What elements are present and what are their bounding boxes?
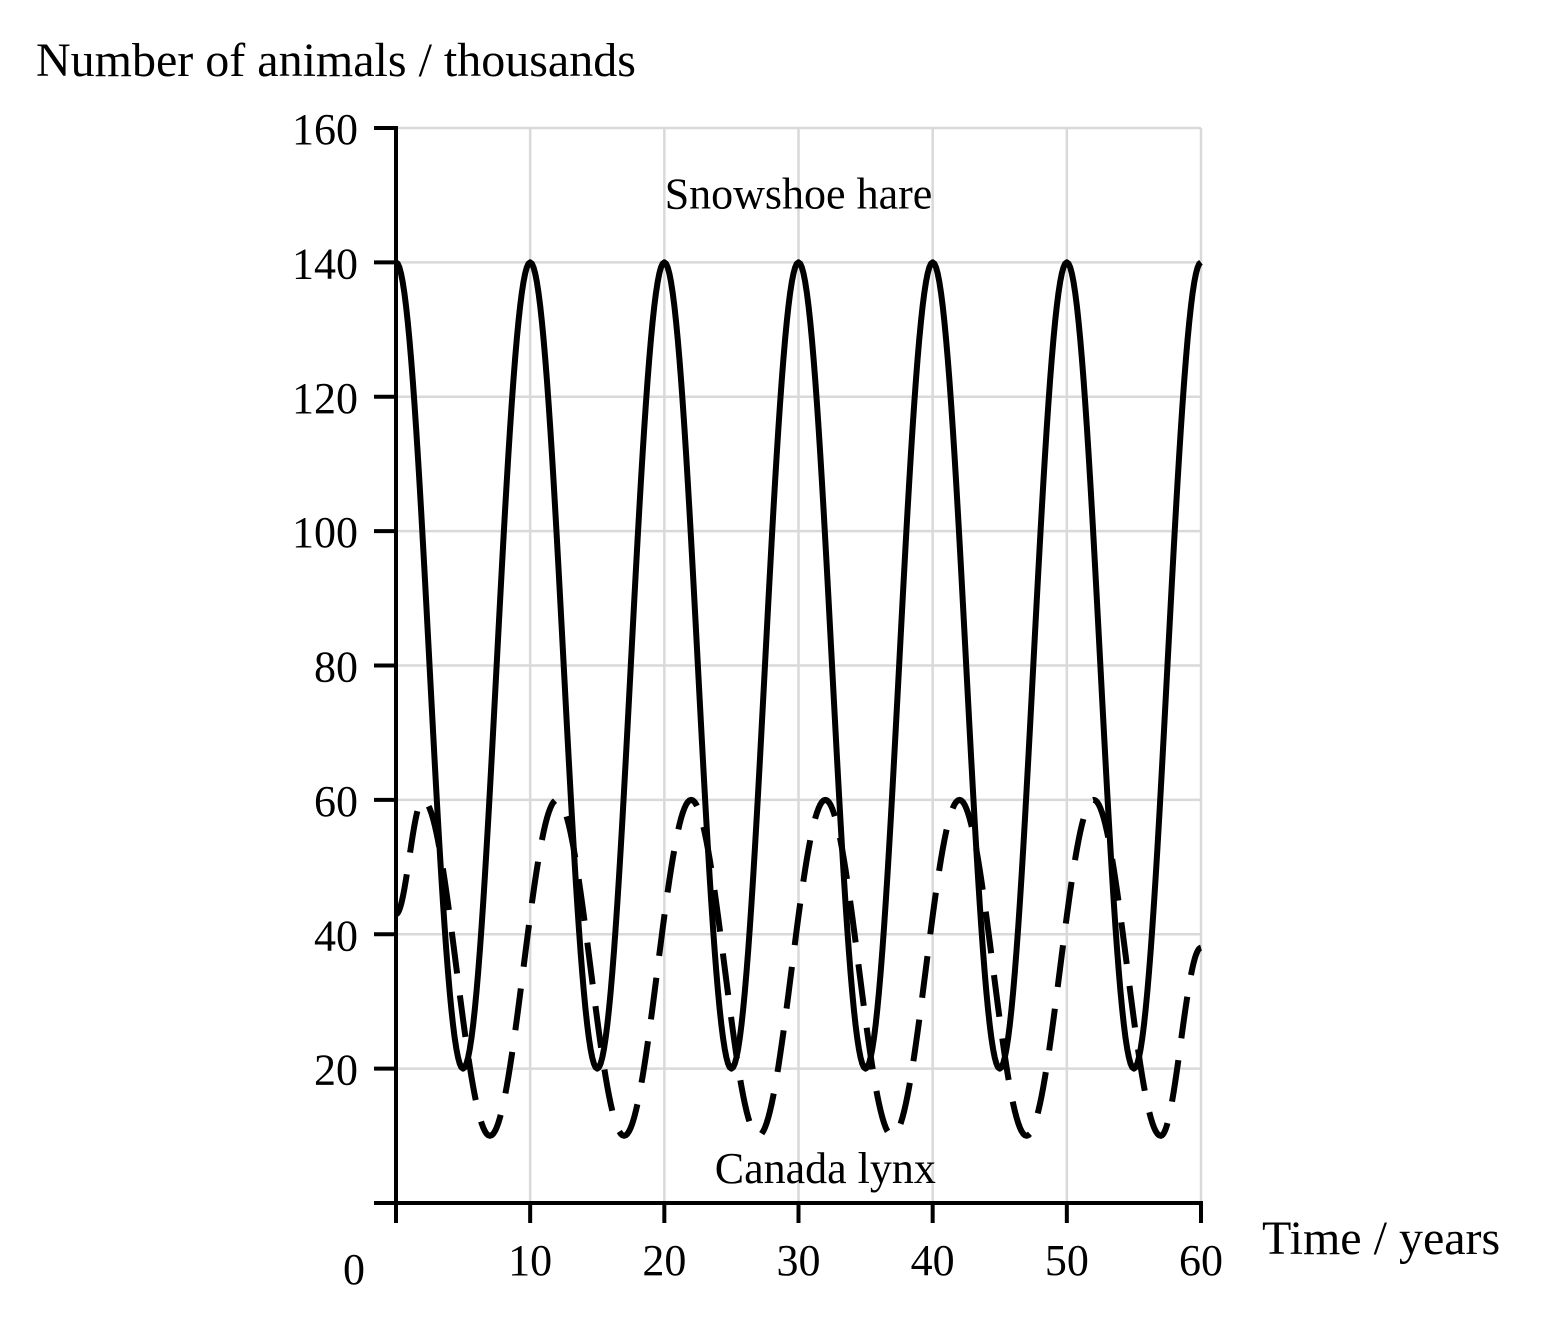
y-tick-label: 80 bbox=[314, 643, 358, 692]
y-tick-label: 20 bbox=[314, 1046, 358, 1095]
y-tick-label: 100 bbox=[292, 508, 358, 557]
origin-label: 0 bbox=[343, 1245, 365, 1294]
y-tick-label: 160 bbox=[292, 105, 358, 154]
canada-lynx-label: Canada lynx bbox=[715, 1144, 936, 1193]
x-tick-label: 20 bbox=[642, 1236, 686, 1285]
x-tick-label: 10 bbox=[508, 1236, 552, 1285]
x-tick-label: 50 bbox=[1045, 1236, 1089, 1285]
y-tick-label: 140 bbox=[292, 239, 358, 288]
y-tick-label: 40 bbox=[314, 911, 358, 960]
snowshoe-hare-line bbox=[394, 259, 1203, 1072]
series-layer bbox=[393, 259, 1203, 1139]
labels: Number of animals / thousands Time / yea… bbox=[36, 34, 1500, 1294]
y-tick-label: 120 bbox=[292, 374, 358, 423]
ticks: 20 40 60 80 100 120 140 160 10 20 30 40 50 60 bbox=[292, 105, 1223, 1285]
y-axis-label: Number of animals / thousands bbox=[36, 34, 636, 87]
annotations: Snowshoe hare Canada lynx bbox=[665, 170, 936, 1193]
snowshoe-hare-label: Snowshoe hare bbox=[665, 170, 933, 219]
grid bbox=[396, 126, 1203, 1203]
x-tick-label: 40 bbox=[911, 1236, 955, 1285]
x-axis-label: Time / years bbox=[1262, 1212, 1500, 1265]
x-tick-label: 30 bbox=[777, 1236, 821, 1285]
y-tick-label: 60 bbox=[314, 777, 358, 826]
canada-lynx-line bbox=[393, 796, 1203, 1139]
x-tick-label: 60 bbox=[1179, 1236, 1223, 1285]
